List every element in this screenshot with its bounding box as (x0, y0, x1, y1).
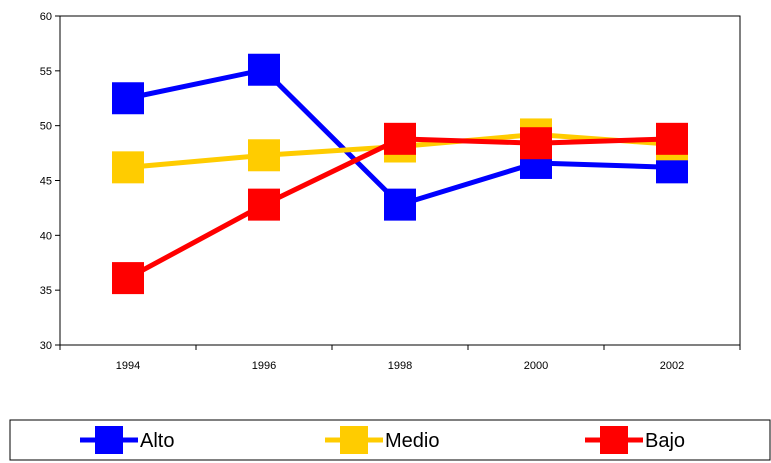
legend-marker-swatch (95, 426, 123, 454)
legend-label: Bajo (645, 430, 685, 452)
series-layer (112, 53, 688, 295)
y-tick-label: 50 (40, 121, 52, 133)
data-point-marker (112, 82, 144, 115)
legend-marker-swatch (600, 426, 628, 454)
data-point-marker (112, 262, 144, 295)
data-point-marker (112, 151, 144, 184)
legend: Alto Medio Bajo (9, 419, 771, 461)
legend-item-alto: Alto (80, 426, 174, 454)
legend-item-medio: Medio (325, 426, 439, 454)
plot-area-border (59, 15, 741, 346)
legend-label: Medio (385, 430, 439, 452)
data-point-marker (248, 188, 280, 221)
y-tick-label: 40 (40, 230, 52, 242)
x-tick-label: 1998 (388, 360, 412, 372)
x-tick-label: 1996 (252, 360, 276, 372)
data-point-marker (384, 122, 416, 155)
x-tick-label: 2002 (660, 360, 684, 372)
data-point-marker (656, 122, 688, 155)
y-tick-label: 30 (40, 340, 52, 352)
x-tick-label: 1994 (116, 360, 140, 372)
y-axis-ticks: 30 35 40 45 50 55 60 (40, 11, 60, 352)
axes (59, 15, 741, 346)
x-tick-label: 2000 (524, 360, 548, 372)
data-point-marker (520, 127, 552, 160)
y-tick-label: 35 (40, 285, 52, 297)
legend-marker-swatch (340, 426, 368, 454)
data-point-marker (248, 53, 280, 86)
y-tick-label: 55 (40, 66, 52, 78)
series-bajo (112, 122, 688, 295)
data-point-marker (384, 188, 416, 221)
legend-item-bajo: Bajo (585, 426, 685, 454)
y-tick-label: 60 (40, 11, 52, 23)
x-axis-ticks: 1994 1996 1998 2000 2002 (59, 345, 741, 372)
data-point-marker (248, 139, 280, 172)
y-tick-label: 45 (40, 176, 52, 188)
legend-label: Alto (140, 430, 174, 452)
